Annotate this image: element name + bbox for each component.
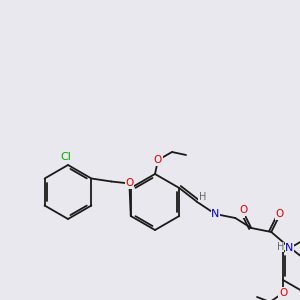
Text: H: H (199, 192, 206, 202)
Text: O: O (239, 205, 248, 215)
Text: O: O (279, 288, 287, 298)
Text: Cl: Cl (61, 152, 71, 162)
Text: H: H (238, 208, 245, 218)
Text: N: N (285, 243, 293, 253)
Text: H: H (277, 242, 284, 252)
Text: O: O (154, 155, 162, 165)
Text: O: O (275, 209, 284, 219)
Text: O: O (125, 178, 134, 188)
Text: N: N (211, 209, 219, 219)
